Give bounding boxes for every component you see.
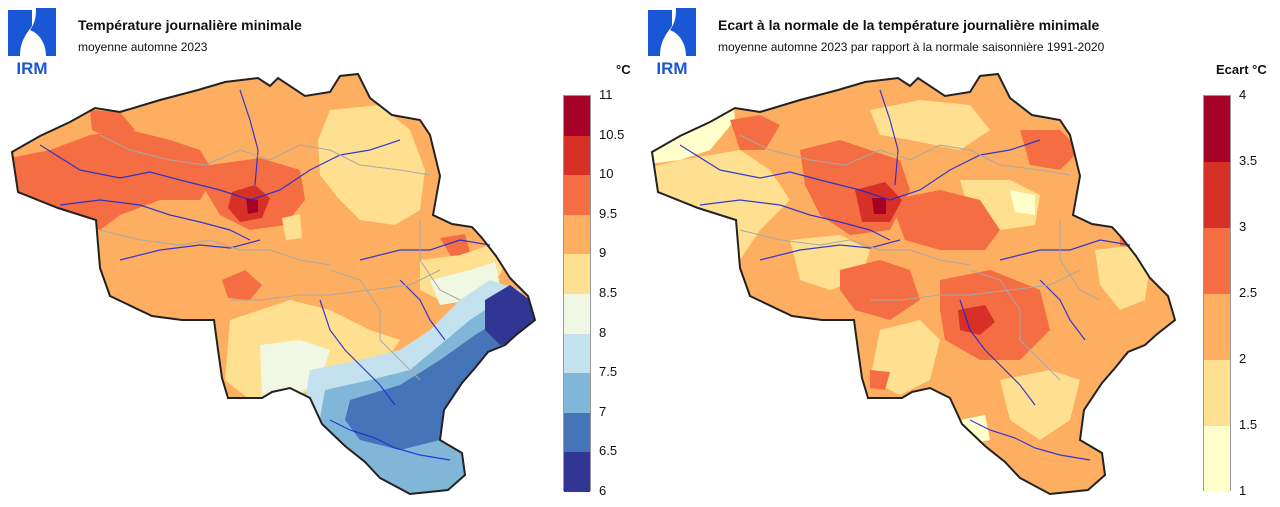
legend-band: [564, 412, 590, 453]
legend-band: [1204, 360, 1230, 426]
legend-unit: °C: [616, 62, 631, 77]
legend-band: [564, 175, 590, 215]
logo-text: IRM: [16, 59, 47, 76]
legend-band: [564, 135, 590, 176]
legend-band: [564, 214, 590, 255]
legend-tick-label: 4: [1239, 87, 1247, 102]
legend-tick-label: 9.5: [599, 205, 618, 221]
legend-tick-label: 2.5: [1239, 285, 1258, 300]
legend-tick-label: 10.5: [599, 126, 625, 142]
left-map-panel: IRM Température journalière minimale moy…: [8, 8, 631, 498]
right-map-panel: IRM Ecart à la normale de la température…: [640, 0, 1280, 507]
legend-tick-label: 8.5: [599, 285, 618, 300]
legend-tick-label: 9: [599, 245, 607, 261]
legend-band: [1204, 426, 1230, 492]
legend-tick-label: 6.5: [599, 443, 618, 459]
belgium-anomaly-map: [651, 73, 1176, 495]
legend-tick-label: 2: [1239, 351, 1247, 366]
legend-tick-label: 1.5: [1239, 417, 1258, 432]
irm-logo-icon: IRM: [648, 8, 696, 76]
legend-band: [1204, 162, 1230, 228]
legend-unit: Ecart °C: [1216, 62, 1267, 77]
legend-band: [1204, 96, 1230, 162]
legend-band: [564, 373, 590, 413]
legend-band: [564, 293, 590, 334]
map-title: Ecart à la normale de la température jou…: [718, 17, 1100, 33]
color-legend: [563, 95, 591, 492]
legend-band: [564, 452, 590, 492]
belgium-temperature-map: [11, 73, 536, 495]
legend-band: [564, 254, 590, 294]
irm-logo-icon: IRM: [8, 8, 56, 76]
legend-tick-label: 3: [1239, 219, 1247, 234]
legend-tick-label: 11: [599, 87, 613, 102]
legend-band: [564, 96, 590, 136]
logo-text: IRM: [656, 59, 687, 76]
legend-tick-label: 8: [599, 324, 607, 340]
legend-band: [1204, 228, 1230, 294]
map-subtitle: moyenne automne 2023: [78, 40, 208, 54]
legend-tick-label: 7: [599, 403, 607, 419]
legend-tick-label: 3.5: [1239, 153, 1258, 168]
legend-band: [564, 333, 590, 374]
map-title: Température journalière minimale: [78, 17, 302, 33]
legend-tick-label: 1: [1239, 483, 1247, 498]
map-subtitle: moyenne automne 2023 par rapport à la no…: [718, 40, 1105, 54]
legend-tick-label: 10: [599, 166, 614, 182]
legend-tick-label: 7.5: [599, 364, 618, 380]
legend-tick-label: 6: [599, 483, 607, 498]
color-legend: [1203, 95, 1231, 492]
legend-band: [1204, 294, 1230, 360]
